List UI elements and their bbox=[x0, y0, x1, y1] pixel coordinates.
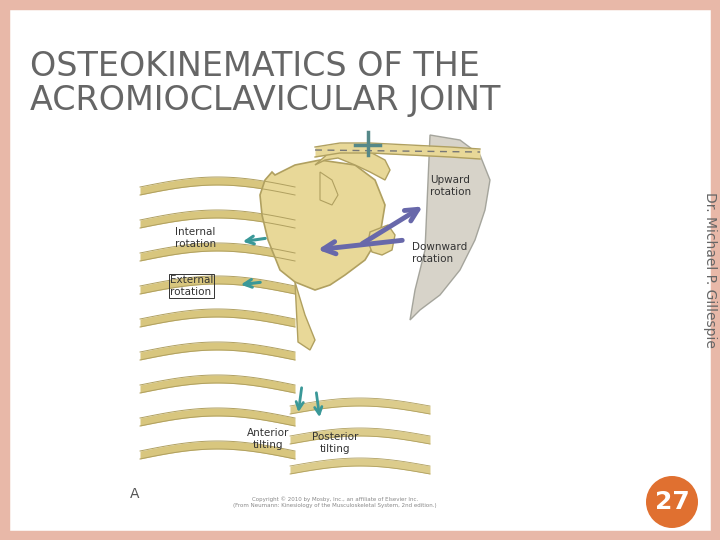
Polygon shape bbox=[368, 225, 395, 255]
Polygon shape bbox=[295, 282, 315, 350]
Text: Dr. Michael P. Gillespie: Dr. Michael P. Gillespie bbox=[703, 192, 717, 348]
Text: Anterior
tilting: Anterior tilting bbox=[247, 428, 289, 450]
Text: External
rotation: External rotation bbox=[170, 275, 213, 297]
Circle shape bbox=[646, 476, 698, 528]
Polygon shape bbox=[315, 148, 390, 180]
Text: 27: 27 bbox=[654, 490, 689, 514]
Polygon shape bbox=[320, 172, 338, 205]
Text: Posterior
tilting: Posterior tilting bbox=[312, 432, 358, 454]
Polygon shape bbox=[410, 135, 490, 320]
Text: OSTEOKINEMATICS OF THE: OSTEOKINEMATICS OF THE bbox=[30, 50, 480, 83]
Text: ACROMIOCLAVICULAR JOINT: ACROMIOCLAVICULAR JOINT bbox=[30, 84, 500, 117]
Text: Upward
rotation: Upward rotation bbox=[430, 176, 471, 197]
Text: Internal
rotation: Internal rotation bbox=[175, 227, 216, 249]
Polygon shape bbox=[260, 160, 385, 290]
Text: A: A bbox=[130, 487, 140, 501]
Text: Copyright © 2010 by Mosby, Inc., an affiliate of Elsevier Inc.
(From Neumann: Ki: Copyright © 2010 by Mosby, Inc., an affi… bbox=[233, 497, 437, 508]
Text: Downward
rotation: Downward rotation bbox=[412, 242, 467, 264]
